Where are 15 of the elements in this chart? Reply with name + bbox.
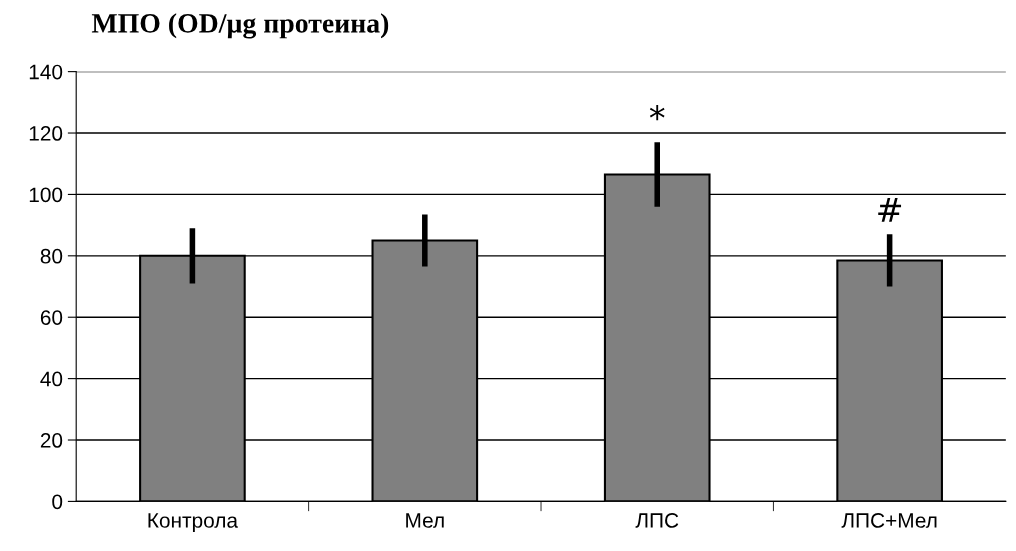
y-tick-label: 20: [40, 433, 63, 448]
annotation: #: [878, 197, 902, 222]
y-tick-label: 0: [52, 494, 63, 510]
y-tick-label: 140: [29, 64, 63, 80]
chart-title: МПО (OD/µg протеина): [91, 13, 389, 39]
y-tick-label: 40: [40, 371, 63, 387]
x-tick-label: Контрола: [148, 513, 239, 532]
x-tick-label: Мел: [406, 513, 444, 528]
y-tick-label: 80: [40, 248, 63, 264]
y-tick-label: 60: [40, 310, 63, 325]
y-tick-label: 100: [29, 187, 63, 203]
y-tick-label: 120: [29, 126, 63, 141]
annotation: *: [649, 105, 665, 121]
x-tick-label: ЛПС: [635, 513, 679, 528]
x-tick-label: ЛПС+Мел: [841, 513, 937, 528]
